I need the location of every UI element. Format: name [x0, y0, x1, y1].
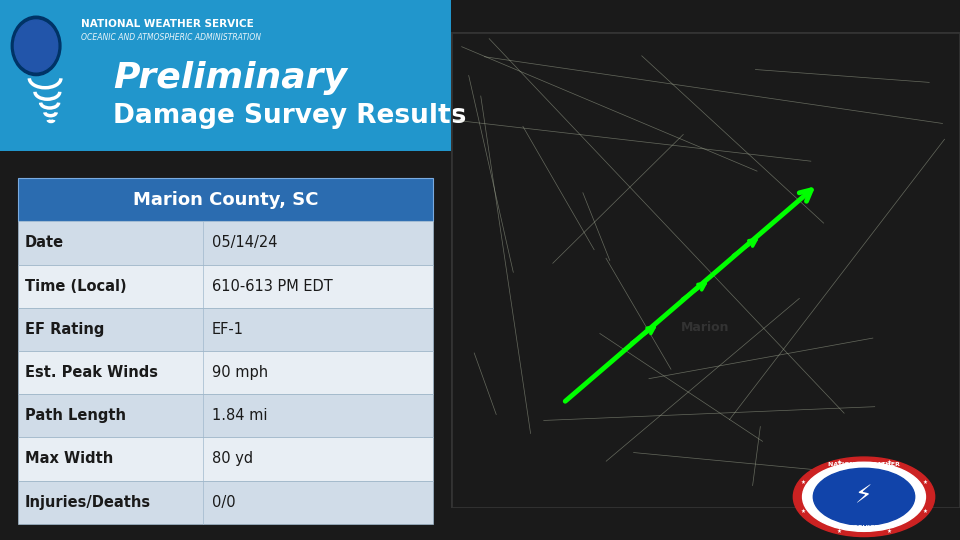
FancyBboxPatch shape	[0, 0, 451, 151]
FancyBboxPatch shape	[18, 265, 433, 308]
FancyBboxPatch shape	[18, 308, 433, 351]
Text: ★: ★	[836, 529, 841, 534]
Text: ⚡: ⚡	[855, 485, 873, 509]
Text: Marion: Marion	[682, 321, 730, 334]
Text: 610-613 PM EDT: 610-613 PM EDT	[212, 279, 333, 294]
Text: 80 yd: 80 yd	[212, 451, 253, 467]
FancyBboxPatch shape	[18, 394, 433, 437]
Circle shape	[793, 457, 935, 537]
Text: Damage Survey Results: Damage Survey Results	[113, 103, 467, 129]
Circle shape	[803, 462, 925, 531]
Text: 05/14/24: 05/14/24	[212, 235, 277, 251]
Text: ★: ★	[836, 460, 841, 465]
Text: ★: ★	[887, 529, 892, 534]
Text: 0/0: 0/0	[212, 495, 236, 510]
Text: 90 mph: 90 mph	[212, 365, 268, 380]
Text: NATIONAL WEATHER SERVICE: NATIONAL WEATHER SERVICE	[82, 19, 254, 29]
Text: Date: Date	[25, 235, 64, 251]
Text: Path Length: Path Length	[25, 408, 126, 423]
Circle shape	[14, 20, 58, 72]
FancyBboxPatch shape	[18, 178, 433, 221]
FancyBboxPatch shape	[18, 221, 433, 265]
Text: ★: ★	[801, 509, 805, 514]
Text: OCEANIC AND ATMOSPHERIC ADMINISTRATION: OCEANIC AND ATMOSPHERIC ADMINISTRATION	[82, 33, 261, 42]
Text: ★: ★	[923, 480, 927, 485]
Text: 1.84 mi: 1.84 mi	[212, 408, 268, 423]
Text: SERVICE: SERVICE	[850, 525, 878, 530]
FancyBboxPatch shape	[18, 351, 433, 394]
Text: Marion County, SC: Marion County, SC	[132, 191, 319, 209]
Text: Est. Peak Winds: Est. Peak Winds	[25, 365, 157, 380]
Text: ★: ★	[887, 460, 892, 465]
Text: ★: ★	[801, 480, 805, 485]
Text: Preliminary: Preliminary	[113, 62, 347, 95]
Text: Max Width: Max Width	[25, 451, 113, 467]
Circle shape	[12, 16, 60, 76]
Text: NATIONAL WEATHER: NATIONAL WEATHER	[828, 462, 900, 467]
Text: Time (Local): Time (Local)	[25, 279, 127, 294]
Text: EF Rating: EF Rating	[25, 322, 105, 337]
Text: ★: ★	[923, 509, 927, 514]
Text: EF-1: EF-1	[212, 322, 244, 337]
FancyBboxPatch shape	[18, 481, 433, 524]
FancyBboxPatch shape	[18, 437, 433, 481]
Text: Injuries/Deaths: Injuries/Deaths	[25, 495, 151, 510]
Circle shape	[813, 468, 915, 525]
